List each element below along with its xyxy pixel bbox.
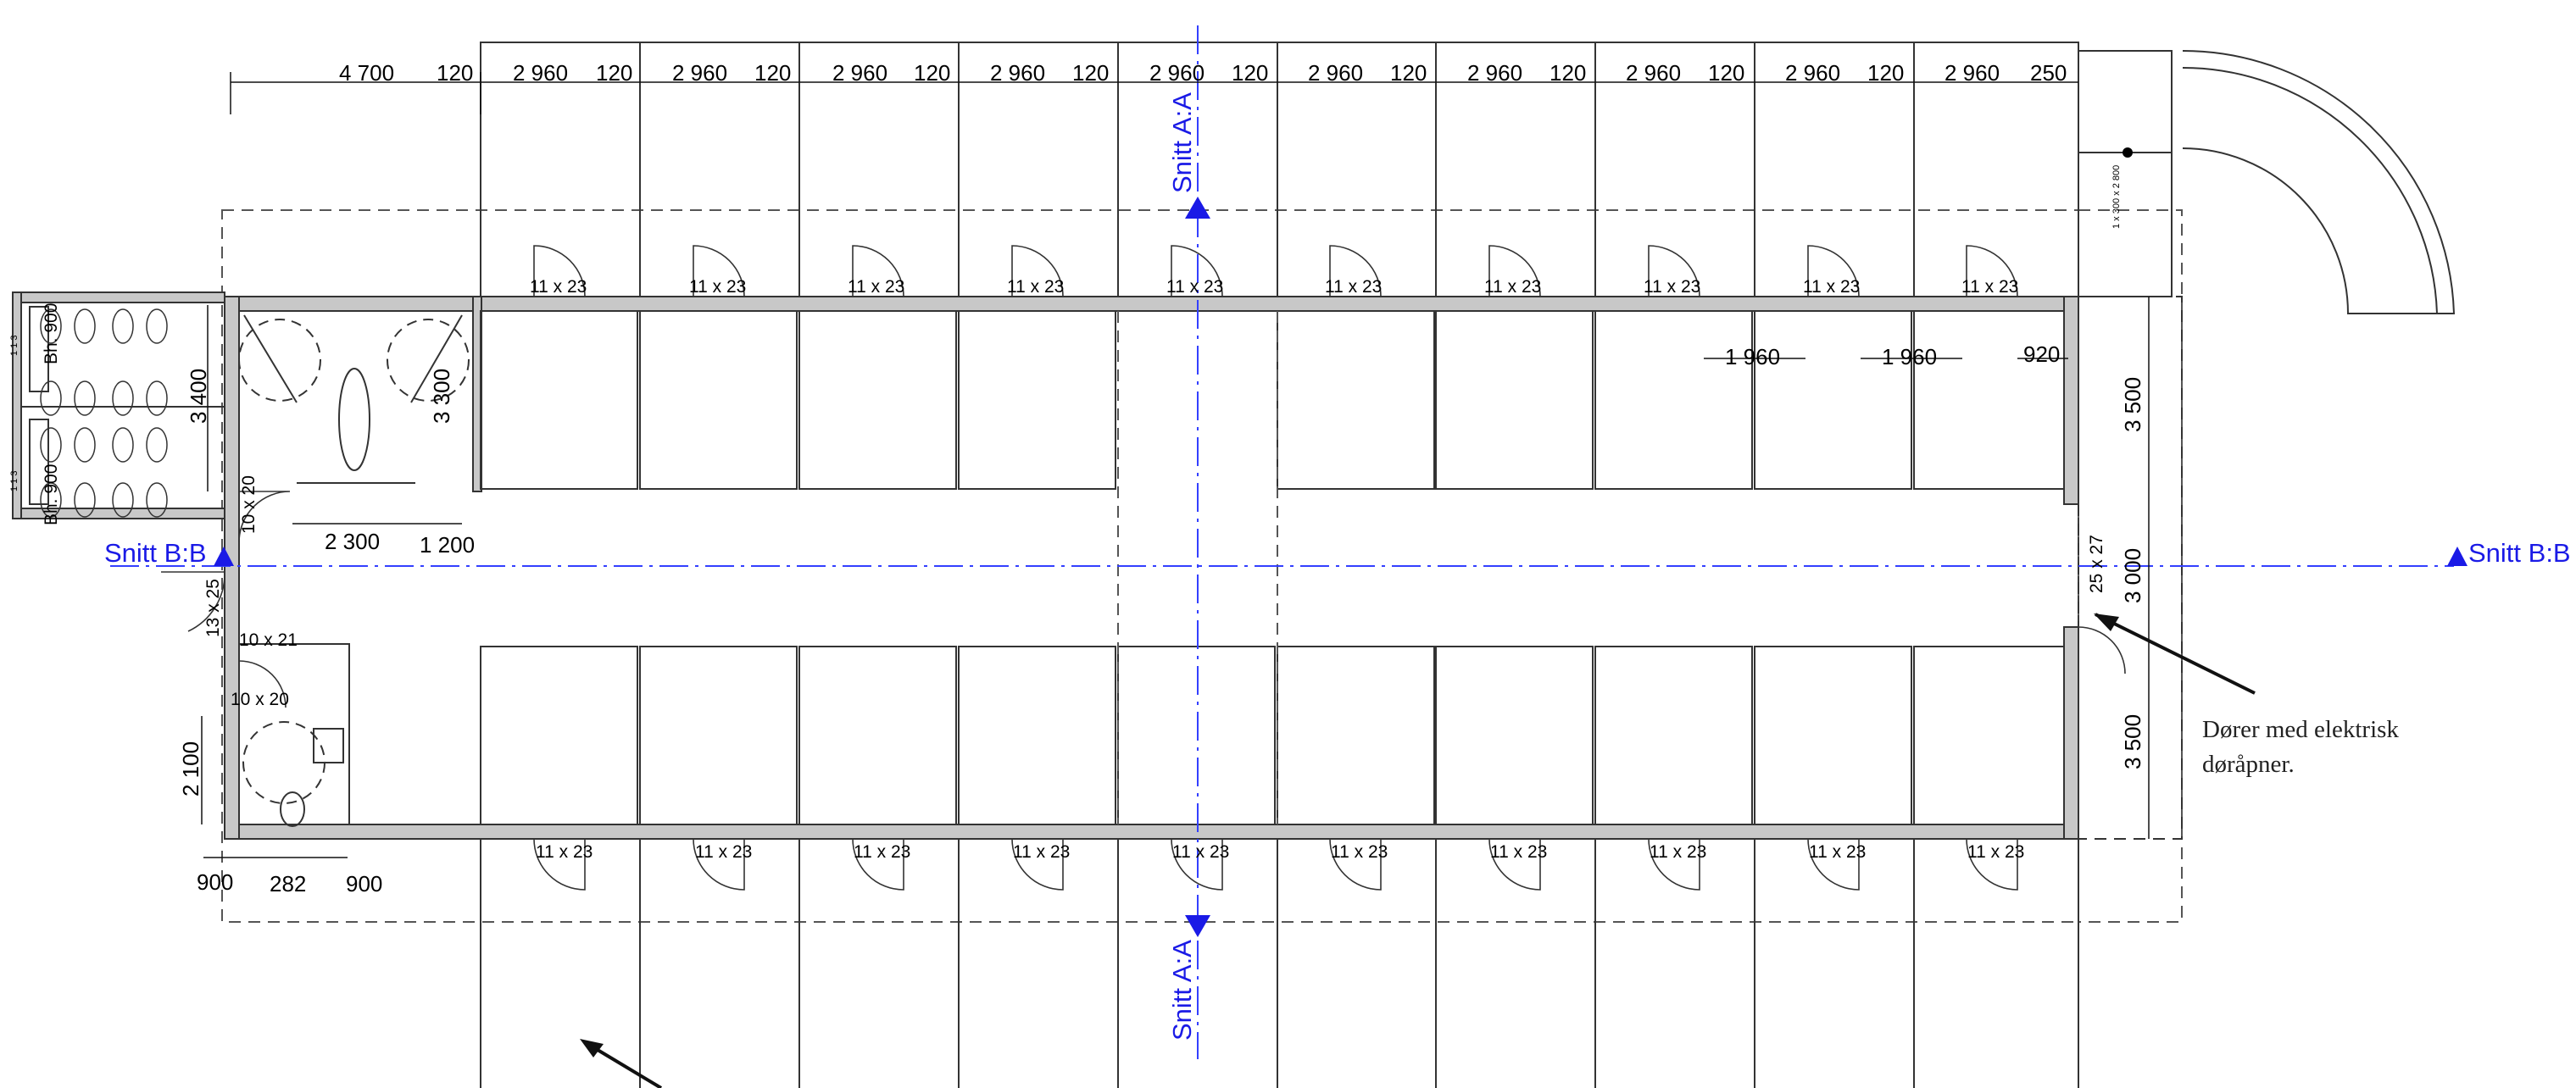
end-point-marker — [2123, 147, 2133, 158]
dim-top-15: 120 — [1549, 60, 1586, 86]
dim-top-10: 2 960 — [1149, 60, 1205, 86]
wc-door-a: 10 x 21 — [239, 630, 298, 650]
door-tag-top-4: 11 x 23 — [1166, 277, 1223, 297]
wc-door-ext: 13 x 25 — [203, 579, 223, 637]
dim-top-6: 2 960 — [832, 60, 887, 86]
door-tag-bottom-8: 11 x 23 — [1809, 842, 1866, 862]
locker-area — [21, 306, 225, 518]
left-room-h2: 3 300 — [429, 369, 454, 424]
dim-top-8: 2 960 — [990, 60, 1045, 86]
wc-door-b: 10 x 20 — [231, 690, 289, 709]
wash-room — [238, 314, 470, 543]
door-tag-top-9: 11 x 23 — [1961, 277, 2018, 297]
building-walls — [12, 291, 2079, 840]
wc-w-left: 900 — [197, 869, 233, 895]
door-tag-bottom-5: 11 x 23 — [1331, 842, 1388, 862]
stalls-bottom — [480, 646, 2065, 825]
door-tag-bottom-7: 11 x 23 — [1650, 842, 1706, 862]
dim-top-1: 120 — [437, 60, 473, 86]
top-dimension-line — [230, 72, 2078, 114]
dim-top-19: 120 — [1867, 60, 1904, 86]
dim-top-17: 120 — [1708, 60, 1744, 86]
edge-label-bottom: 1 1 3 — [9, 471, 19, 491]
door-tag-bottom-2: 11 x 23 — [854, 842, 910, 862]
door-tag-bottom-0: 11 x 23 — [536, 842, 593, 862]
door-tag-top-5: 11 x 23 — [1325, 277, 1382, 297]
left-room-door: 10 x 20 — [239, 475, 259, 534]
end-door-tag: 25 x 27 — [2087, 535, 2106, 593]
stall-width-0: 1 960 — [1725, 344, 1780, 369]
annotation-line-2: døråpner. — [2202, 751, 2295, 778]
dim-top-9: 120 — [1072, 60, 1109, 86]
dim-top-4: 2 960 — [672, 60, 727, 86]
bh-bottom: Bh. 900 — [42, 464, 61, 525]
door-tag-bottom-1: 11 x 23 — [695, 842, 752, 862]
dim-top-11: 120 — [1232, 60, 1268, 86]
section-marker-bb-left — [214, 547, 234, 566]
door-tag-bottom-4: 11 x 23 — [1172, 842, 1229, 862]
stall-width-1: 1 960 — [1882, 344, 1937, 369]
door-swings-bottom — [533, 838, 2018, 891]
door-tag-top-0: 11 x 23 — [530, 277, 587, 297]
stall-width-2: 920 — [2023, 341, 2060, 367]
right-dim-1: 3 000 — [2120, 548, 2145, 603]
section-label-bb-right: Snitt B:B — [2468, 538, 2571, 568]
door-tag-bottom-9: 11 x 23 — [1967, 842, 2024, 862]
dim-top-0: 4 700 — [339, 60, 394, 86]
dim-top-13: 120 — [1390, 60, 1427, 86]
annotation-arrowhead — [2094, 613, 2119, 631]
bh-top: Bh. 900 — [42, 303, 61, 364]
wc-height: 2 100 — [178, 741, 203, 797]
stalls-top — [480, 310, 2065, 490]
door-tag-bottom-6: 11 x 23 — [1490, 842, 1547, 862]
ramp-label: 1 x 300 x 2 800 — [2111, 165, 2122, 229]
left-room-h1: 3 400 — [186, 369, 211, 424]
section-marker-aa-bottom — [1185, 915, 1210, 937]
annotation-arrow — [2095, 613, 2256, 695]
dim-top-5: 120 — [754, 60, 791, 86]
door-tag-bottom-3: 11 x 23 — [1013, 842, 1070, 862]
dim-top-20: 2 960 — [1945, 60, 2000, 86]
dim-top-12: 2 960 — [1308, 60, 1363, 86]
dim-top-7: 120 — [914, 60, 950, 86]
wc-w-right: 900 — [346, 871, 382, 896]
dim-top-18: 2 960 — [1785, 60, 1840, 86]
lower-arrowhead — [580, 1039, 604, 1057]
left-room-w2: 1 200 — [420, 532, 475, 558]
door-tag-top-6: 11 x 23 — [1484, 277, 1541, 297]
door-tag-top-2: 11 x 23 — [848, 277, 904, 297]
wc-room — [161, 571, 350, 827]
wc-w-mid: 282 — [270, 871, 306, 896]
section-label-aa-bottom: Snitt A:A — [1167, 940, 1197, 1041]
dim-top-2: 2 960 — [513, 60, 568, 86]
dim-top-14: 2 960 — [1467, 60, 1522, 86]
end-annex — [2078, 50, 2456, 840]
dim-top-3: 120 — [596, 60, 632, 86]
door-tag-top-1: 11 x 23 — [689, 277, 746, 297]
annotation-line-1: Dører med elektrisk — [2202, 716, 2399, 743]
door-swings-top — [533, 245, 2018, 297]
section-marker-aa-top — [1185, 197, 1210, 219]
door-tag-top-8: 11 x 23 — [1803, 277, 1860, 297]
door-tag-top-7: 11 x 23 — [1644, 277, 1700, 297]
section-label-aa-top: Snitt A:A — [1167, 92, 1197, 193]
dim-top-21: 250 — [2030, 60, 2067, 86]
dim-top-16: 2 960 — [1626, 60, 1681, 86]
section-marker-bb-right — [2447, 547, 2468, 566]
section-label-bb-left: Snitt B:B — [104, 538, 207, 568]
right-dim-2: 3 500 — [2120, 714, 2145, 769]
edge-label-top: 1 1 3 — [9, 336, 19, 356]
door-tag-top-3: 11 x 23 — [1007, 277, 1064, 297]
paddocks-bottom — [480, 838, 2079, 1088]
left-room-w1: 2 300 — [325, 529, 380, 554]
right-dim-0: 3 500 — [2120, 377, 2145, 432]
